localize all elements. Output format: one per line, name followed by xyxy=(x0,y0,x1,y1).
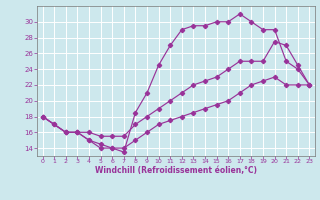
X-axis label: Windchill (Refroidissement éolien,°C): Windchill (Refroidissement éolien,°C) xyxy=(95,166,257,175)
